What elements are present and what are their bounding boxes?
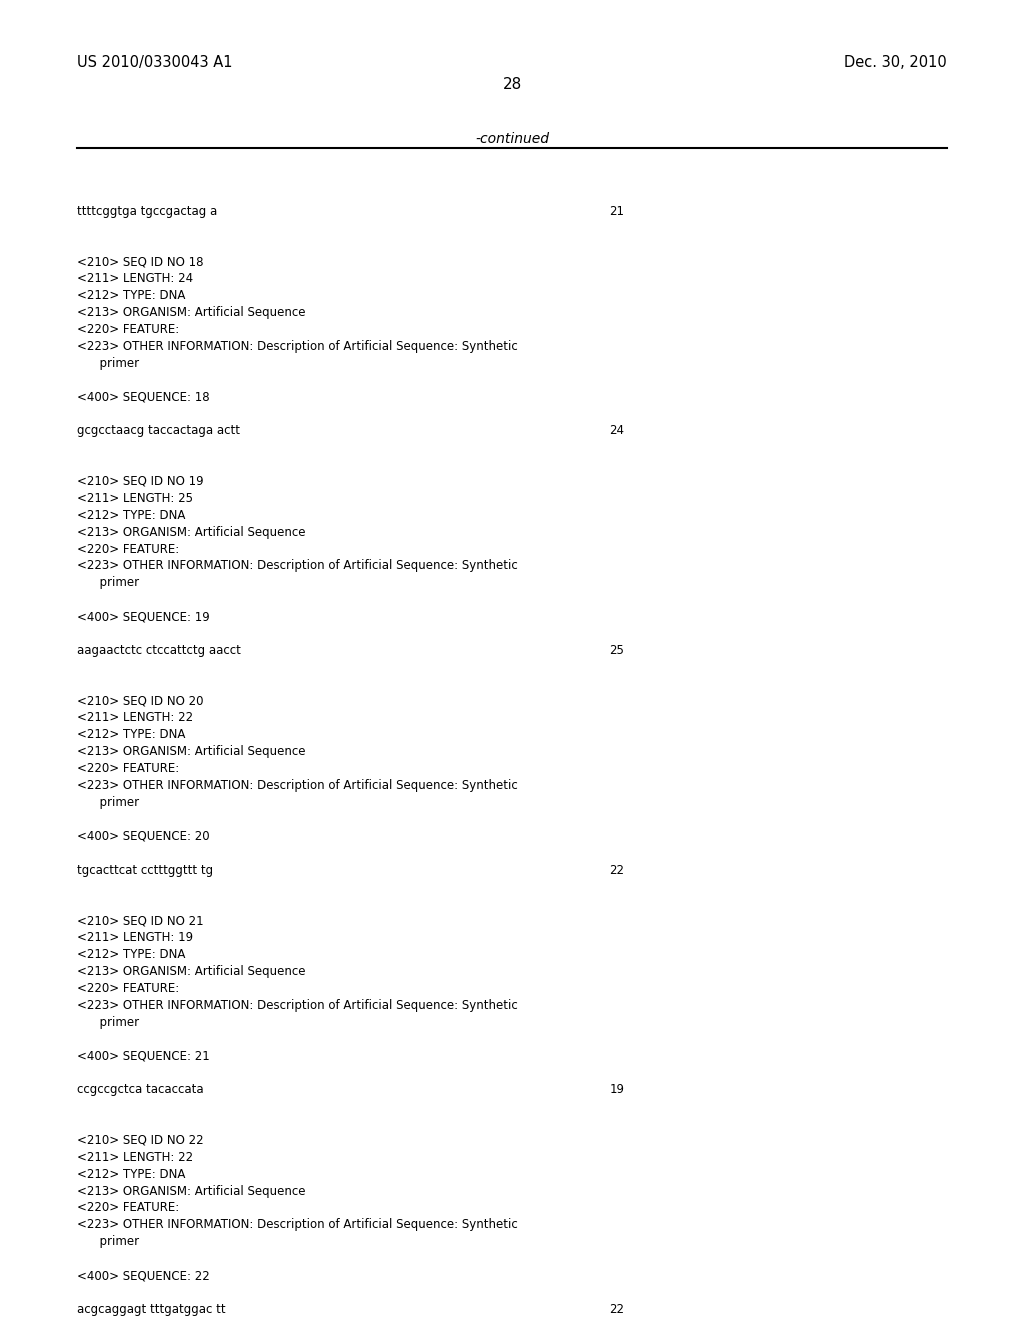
Text: 22: 22 <box>609 863 625 876</box>
Text: 19: 19 <box>609 1084 625 1096</box>
Text: tgcacttcat cctttggttt tg: tgcacttcat cctttggttt tg <box>77 863 213 876</box>
Text: <210> SEQ ID NO 19: <210> SEQ ID NO 19 <box>77 475 204 488</box>
Text: primer: primer <box>77 1015 139 1028</box>
Text: <211> LENGTH: 22: <211> LENGTH: 22 <box>77 711 193 725</box>
Text: <223> OTHER INFORMATION: Description of Artificial Sequence: Synthetic: <223> OTHER INFORMATION: Description of … <box>77 339 517 352</box>
Text: primer: primer <box>77 1236 139 1249</box>
Text: <400> SEQUENCE: 20: <400> SEQUENCE: 20 <box>77 830 210 842</box>
Text: <212> TYPE: DNA: <212> TYPE: DNA <box>77 508 185 521</box>
Text: 25: 25 <box>609 644 625 657</box>
Text: <223> OTHER INFORMATION: Description of Artificial Sequence: Synthetic: <223> OTHER INFORMATION: Description of … <box>77 779 517 792</box>
Text: ttttcggtga tgccgactag a: ttttcggtga tgccgactag a <box>77 205 217 218</box>
Text: gcgcctaacg taccactaga actt: gcgcctaacg taccactaga actt <box>77 424 240 437</box>
Text: <400> SEQUENCE: 19: <400> SEQUENCE: 19 <box>77 610 210 623</box>
Text: primer: primer <box>77 577 139 589</box>
Text: 21: 21 <box>609 205 625 218</box>
Text: -continued: -continued <box>475 132 549 147</box>
Text: <213> ORGANISM: Artificial Sequence: <213> ORGANISM: Artificial Sequence <box>77 965 305 978</box>
Text: <211> LENGTH: 24: <211> LENGTH: 24 <box>77 272 193 285</box>
Text: aagaactctc ctccattctg aacct: aagaactctc ctccattctg aacct <box>77 644 241 657</box>
Text: <400> SEQUENCE: 18: <400> SEQUENCE: 18 <box>77 391 210 404</box>
Text: <223> OTHER INFORMATION: Description of Artificial Sequence: Synthetic: <223> OTHER INFORMATION: Description of … <box>77 560 517 573</box>
Text: <210> SEQ ID NO 21: <210> SEQ ID NO 21 <box>77 915 204 927</box>
Text: <211> LENGTH: 25: <211> LENGTH: 25 <box>77 492 193 504</box>
Text: <400> SEQUENCE: 22: <400> SEQUENCE: 22 <box>77 1269 210 1282</box>
Text: US 2010/0330043 A1: US 2010/0330043 A1 <box>77 55 232 70</box>
Text: <210> SEQ ID NO 22: <210> SEQ ID NO 22 <box>77 1134 204 1147</box>
Text: <210> SEQ ID NO 18: <210> SEQ ID NO 18 <box>77 255 204 268</box>
Text: <220> FEATURE:: <220> FEATURE: <box>77 1201 179 1214</box>
Text: <223> OTHER INFORMATION: Description of Artificial Sequence: Synthetic: <223> OTHER INFORMATION: Description of … <box>77 999 517 1011</box>
Text: <211> LENGTH: 22: <211> LENGTH: 22 <box>77 1151 193 1164</box>
Text: <220> FEATURE:: <220> FEATURE: <box>77 982 179 995</box>
Text: <220> FEATURE:: <220> FEATURE: <box>77 543 179 556</box>
Text: 22: 22 <box>609 1303 625 1316</box>
Text: primer: primer <box>77 356 139 370</box>
Text: <210> SEQ ID NO 20: <210> SEQ ID NO 20 <box>77 694 204 708</box>
Text: <213> ORGANISM: Artificial Sequence: <213> ORGANISM: Artificial Sequence <box>77 1184 305 1197</box>
Text: 28: 28 <box>503 77 521 91</box>
Text: Dec. 30, 2010: Dec. 30, 2010 <box>845 55 947 70</box>
Text: primer: primer <box>77 796 139 809</box>
Text: <223> OTHER INFORMATION: Description of Artificial Sequence: Synthetic: <223> OTHER INFORMATION: Description of … <box>77 1218 517 1232</box>
Text: <220> FEATURE:: <220> FEATURE: <box>77 323 179 335</box>
Text: <212> TYPE: DNA: <212> TYPE: DNA <box>77 729 185 742</box>
Text: <400> SEQUENCE: 21: <400> SEQUENCE: 21 <box>77 1049 210 1063</box>
Text: <212> TYPE: DNA: <212> TYPE: DNA <box>77 289 185 302</box>
Text: ccgccgctca tacaccata: ccgccgctca tacaccata <box>77 1084 204 1096</box>
Text: <213> ORGANISM: Artificial Sequence: <213> ORGANISM: Artificial Sequence <box>77 306 305 319</box>
Text: <212> TYPE: DNA: <212> TYPE: DNA <box>77 948 185 961</box>
Text: <213> ORGANISM: Artificial Sequence: <213> ORGANISM: Artificial Sequence <box>77 525 305 539</box>
Text: <213> ORGANISM: Artificial Sequence: <213> ORGANISM: Artificial Sequence <box>77 746 305 758</box>
Text: <211> LENGTH: 19: <211> LENGTH: 19 <box>77 931 193 944</box>
Text: acgcaggagt tttgatggac tt: acgcaggagt tttgatggac tt <box>77 1303 225 1316</box>
Text: <212> TYPE: DNA: <212> TYPE: DNA <box>77 1168 185 1180</box>
Text: 24: 24 <box>609 424 625 437</box>
Text: <220> FEATURE:: <220> FEATURE: <box>77 762 179 775</box>
